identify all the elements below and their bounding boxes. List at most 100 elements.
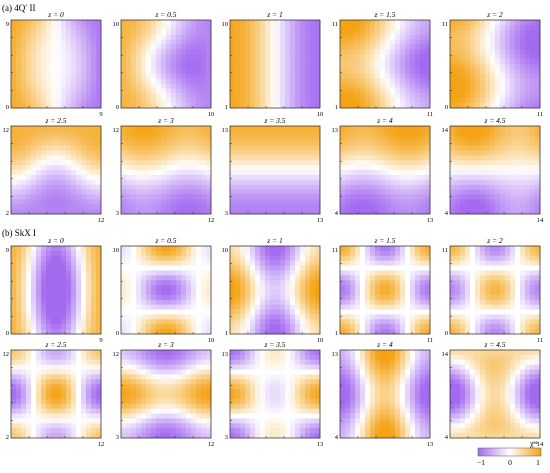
heatmap-cell (201, 30, 206, 35)
heatmap-cell (41, 300, 46, 305)
heatmap-cell (126, 310, 131, 315)
heatmap-cell (395, 93, 400, 98)
heatmap-cell (191, 319, 196, 324)
heatmap-cell (465, 290, 470, 295)
heatmap-cell (61, 170, 66, 175)
heatmap-cell (81, 285, 86, 290)
heatmap-cell (121, 93, 126, 98)
heatmap-cell (26, 180, 31, 185)
heatmap-cell (475, 74, 480, 79)
y-axis-min-label: 0 (445, 104, 448, 111)
heatmap-cell (230, 49, 235, 54)
heatmap-cell (385, 256, 390, 261)
heatmap-cell (235, 251, 240, 256)
heatmap-cell (66, 160, 71, 165)
heatmap-cell (345, 199, 350, 204)
heatmap-cell (36, 35, 41, 40)
heatmap-cell (380, 150, 385, 155)
heatmap-cell (285, 209, 290, 214)
heatmap-cell (290, 35, 295, 40)
heatmap-cell (161, 131, 166, 136)
heatmap-cell (345, 285, 350, 290)
heatmap-cell (500, 40, 505, 45)
heatmap-cell (415, 20, 420, 25)
heatmap-cell (285, 64, 290, 69)
heatmap-cell (505, 319, 510, 324)
heatmap-cell (206, 324, 211, 329)
heatmap-cell (121, 88, 126, 93)
heatmap-cell (395, 310, 400, 315)
heatmap-cell (410, 180, 415, 185)
heatmap-cell (126, 88, 131, 93)
heatmap-cell (46, 199, 51, 204)
heatmap-cell (156, 290, 161, 295)
heatmap-cell (156, 300, 161, 305)
heatmap-cell (136, 290, 141, 295)
heatmap-cell (355, 35, 360, 40)
heatmap-cell (395, 84, 400, 89)
heatmap-cell (425, 285, 430, 290)
heatmap-cell (201, 146, 206, 151)
heatmap-cell (470, 103, 475, 108)
heatmap-cell (71, 275, 76, 280)
heatmap-cell (255, 98, 260, 103)
heatmap-cell (390, 204, 395, 209)
heatmap-cell (400, 40, 405, 45)
heatmap-cell (86, 266, 91, 271)
heatmap-cell (156, 314, 161, 319)
heatmap-cell (156, 270, 161, 275)
heatmap-cell (240, 160, 245, 165)
heatmap-cell (465, 209, 470, 214)
heatmap-cell (290, 261, 295, 266)
heatmap-cell (500, 49, 505, 54)
heatmap-cell (475, 49, 480, 54)
heatmap-cell (525, 40, 530, 45)
heatmap-cell (420, 155, 425, 160)
heatmap-cell (41, 44, 46, 49)
heatmap-cell (475, 136, 480, 141)
heatmap-cell (425, 25, 430, 30)
heatmap-cell (11, 199, 16, 204)
heatmap-cell (525, 30, 530, 35)
heatmap-cell (250, 290, 255, 295)
heatmap-cell (345, 170, 350, 175)
heatmap-cell (76, 256, 81, 261)
heatmap-cell (151, 295, 156, 300)
heatmap-cell (196, 300, 201, 305)
heatmap-cell (385, 25, 390, 30)
heatmap-cell (31, 79, 36, 84)
heatmap-cell (490, 44, 495, 49)
heatmap-cell (355, 64, 360, 69)
heatmap-cell (61, 251, 66, 256)
heatmap-cell (475, 300, 480, 305)
heatmap-cell (480, 131, 485, 136)
heatmap-cell (235, 256, 240, 261)
heatmap-cell (250, 199, 255, 204)
heatmap-cell (400, 35, 405, 40)
heatmap-cell (310, 209, 315, 214)
heatmap-cell (370, 35, 375, 40)
heatmap-cell (255, 185, 260, 190)
heatmap-cell (191, 155, 196, 160)
heatmap-cell (535, 160, 540, 165)
heatmap-cell (390, 280, 395, 285)
heatmap-cell (36, 165, 41, 170)
heatmap-cell (201, 185, 206, 190)
heatmap-cell (36, 324, 41, 329)
heatmap-cell (530, 204, 535, 209)
heatmap-cell (360, 246, 365, 251)
heatmap-cell (126, 324, 131, 329)
heatmap-cell (480, 40, 485, 45)
heatmap-cell (121, 295, 126, 300)
heatmap-cell (420, 290, 425, 295)
heatmap-cell (176, 150, 181, 155)
heatmap-cell (131, 69, 136, 74)
heatmap-cell (300, 69, 305, 74)
heatmap-cell (121, 25, 126, 30)
heatmap-cell (475, 84, 480, 89)
heatmap-cell (206, 180, 211, 185)
heatmap-cell (385, 280, 390, 285)
heatmap-cell (530, 74, 535, 79)
heatmap-cell (515, 160, 520, 165)
heatmap-cell (420, 35, 425, 40)
